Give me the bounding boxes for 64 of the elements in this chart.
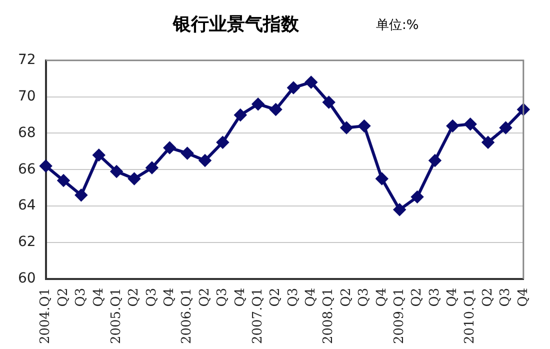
- point: [75, 189, 88, 202]
- x-tick-label: 2006.Q1: [180, 288, 195, 344]
- point: [464, 118, 476, 130]
- point: [358, 120, 370, 132]
- point: [482, 136, 494, 148]
- text: 单位:%: [376, 17, 419, 34]
- x-tick-label: 2010.Q1: [462, 288, 478, 344]
- point: [234, 109, 246, 122]
- x-tick-label: Q4: [304, 288, 319, 307]
- x-tick-label: Q2: [197, 288, 212, 307]
- y-tick-label: 60: [18, 270, 36, 286]
- point: [181, 147, 194, 160]
- y-tick-label: 70: [18, 88, 36, 104]
- y-tick-label: 72: [18, 52, 36, 68]
- y-tick-label: 64: [18, 198, 36, 214]
- point: [376, 172, 388, 185]
- x-tick-label: 2004.Q1: [38, 288, 54, 344]
- point: [146, 162, 158, 174]
- x-tick-label: Q2: [480, 288, 496, 307]
- point: [322, 96, 335, 108]
- point: [428, 154, 441, 167]
- x-tick-label: 2005.Q1: [108, 288, 124, 344]
- x-tick-label: Q3: [144, 288, 160, 307]
- x-tick-label: Q4: [445, 288, 460, 307]
- x-tick-label: Q2: [338, 288, 354, 307]
- point: [305, 76, 318, 88]
- point: [164, 142, 176, 154]
- x-tick-label: 2009.Q1: [392, 288, 407, 344]
- x-tick-label: Q3: [356, 288, 372, 307]
- point: [216, 136, 229, 148]
- x-tick-label: Q3: [215, 288, 230, 307]
- point: [40, 160, 52, 172]
- x-tick-label: Q4: [162, 288, 178, 307]
- point: [287, 82, 300, 94]
- x-tick-label: Q4: [516, 288, 531, 307]
- x-tick-label: Q4: [232, 288, 248, 307]
- x-tick-label: Q2: [56, 288, 71, 307]
- x-tick-label: Q2: [126, 288, 142, 307]
- point: [270, 104, 282, 116]
- point: [252, 98, 264, 110]
- point: [128, 172, 140, 185]
- chart-title: 银行业景气指数: [173, 13, 299, 36]
- y-tick-label: 68: [18, 124, 36, 141]
- x-tick-label: Q2: [268, 288, 284, 307]
- point: [110, 165, 123, 178]
- x-tick-label: 2007.Q1: [250, 288, 266, 344]
- x-tick-label: Q3: [286, 288, 301, 307]
- x-tick-label: Q3: [427, 288, 442, 307]
- point: [92, 149, 105, 162]
- point: [411, 190, 424, 203]
- point: [199, 154, 212, 167]
- point: [58, 174, 70, 187]
- point: [394, 204, 406, 216]
- y-tick-label: 66: [18, 161, 36, 178]
- x-tick-label: Q3: [498, 288, 514, 307]
- x-tick-label: Q4: [91, 288, 106, 307]
- point: [500, 122, 512, 134]
- x-tick-label: Q2: [410, 288, 425, 307]
- point: [340, 122, 353, 134]
- y-tick-label: 62: [18, 234, 36, 250]
- x-tick-label: 2008.Q1: [321, 288, 336, 344]
- point: [446, 120, 459, 132]
- x-tick-label: Q4: [374, 288, 390, 307]
- x-tick-label: Q3: [74, 288, 89, 307]
